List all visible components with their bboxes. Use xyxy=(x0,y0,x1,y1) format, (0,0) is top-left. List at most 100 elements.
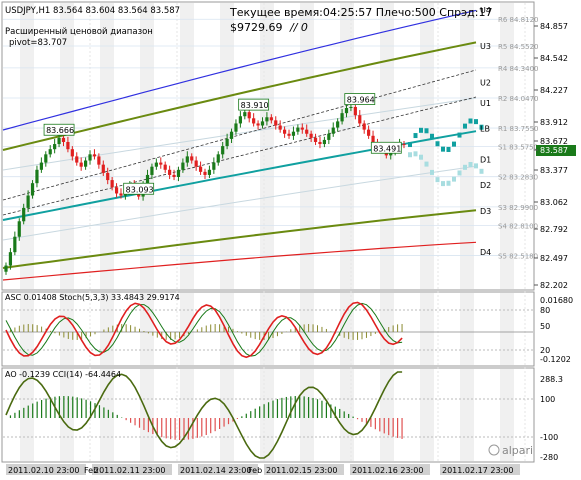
session-band xyxy=(100,369,114,461)
price-annotations: 83.666 83.093 83.910 83.964 83.491 xyxy=(43,93,402,195)
time-label-bg xyxy=(92,464,172,475)
price-annotation-box xyxy=(370,141,402,154)
time-tick-label: 2011.02.17 23:00 xyxy=(442,466,513,475)
svg-text:alpari: alpari xyxy=(502,444,533,457)
forecast-mark-upper xyxy=(441,146,445,152)
session-band xyxy=(420,369,434,461)
candle-body xyxy=(225,138,229,147)
forecast-mark-lower xyxy=(441,181,445,187)
level-price-label: S2 83.2830 xyxy=(498,174,538,182)
cci-ao-oscillator: 288.3 100 -100 -280 xyxy=(3,371,563,462)
session-band xyxy=(300,293,314,365)
session-band xyxy=(380,369,394,461)
level-tag-label: D4 xyxy=(480,248,491,257)
session-band xyxy=(420,293,434,365)
forecast-mark-upper xyxy=(435,141,440,147)
candle-body xyxy=(216,154,220,163)
candle-body xyxy=(269,117,273,121)
candle-body xyxy=(309,133,313,138)
session-band xyxy=(260,3,274,289)
osc2-label: AO -0.1239 CCI(14) -64.4464 xyxy=(5,370,121,379)
price-tick-label: 82.792 xyxy=(540,225,568,234)
time-label-bg xyxy=(440,464,520,475)
price-tick-label: 83.377 xyxy=(540,166,568,175)
session-band xyxy=(460,369,474,461)
candle-body xyxy=(229,131,234,139)
candle-body xyxy=(48,149,52,155)
osc1-label: ASC 0.01408 Stoch(5,3,3) 33.4843 29.9174 xyxy=(5,293,180,302)
forecast-mark-lower xyxy=(413,151,418,157)
symbol-line: USDJPY,H1 83.564 83.604 83.564 83.587 xyxy=(5,6,180,16)
price-tick-label: 83.672 xyxy=(540,137,568,146)
price-tick-label: 83.062 xyxy=(540,198,568,207)
price-tick-label: 84.542 xyxy=(540,54,568,63)
session-band xyxy=(140,293,154,365)
candle-body xyxy=(243,112,247,117)
candle-body xyxy=(154,162,158,167)
candle-body xyxy=(106,172,110,181)
price-tick-label: 84.857 xyxy=(540,22,568,31)
level-tag-label: U2 xyxy=(480,78,491,87)
session-band xyxy=(500,369,514,461)
candle-body xyxy=(265,117,269,122)
forecast-mark-lower xyxy=(452,176,456,182)
session-band xyxy=(220,293,234,365)
upper-trend-dashed xyxy=(2,69,477,201)
time-tick-label: 2011.02.16 23:00 xyxy=(352,466,423,475)
candle-body xyxy=(150,166,154,175)
time-tick-label: 2011.02.11 23:00 xyxy=(94,466,165,475)
stoch-main-line xyxy=(5,301,403,359)
forecast-mark-upper xyxy=(446,146,451,152)
candle-body xyxy=(22,207,26,222)
level-tag-label: U3 xyxy=(480,42,491,51)
session-band xyxy=(460,293,474,365)
time-tick-label: 2011.02.15 23:00 xyxy=(266,466,337,475)
session-band xyxy=(460,3,474,289)
forecast-mark-lower xyxy=(424,161,429,167)
candle-body xyxy=(84,160,88,167)
candle-body xyxy=(198,166,203,172)
candle-body xyxy=(349,106,353,109)
candle-body xyxy=(110,180,114,188)
forecast-mark-upper xyxy=(457,132,462,138)
forecast-mark-upper xyxy=(474,119,478,125)
candle-body xyxy=(278,125,282,130)
osc2-axis-label: 100 xyxy=(540,395,555,404)
candle-body xyxy=(322,139,326,145)
session-band xyxy=(340,3,354,289)
candle-body xyxy=(234,123,238,132)
level-price-label: R1 83.7550 xyxy=(498,125,539,133)
stoch-signal-line xyxy=(5,302,403,357)
candle-body xyxy=(367,129,371,136)
current-price-box xyxy=(536,145,576,156)
time-axis: 2011.02.10 23:00 2011.02.11 23:00 2011.02.… xyxy=(6,464,520,475)
candle-body xyxy=(145,174,150,186)
candle-body xyxy=(362,123,366,130)
candle-body xyxy=(207,169,212,175)
candle-body xyxy=(331,127,335,134)
time-label-bg xyxy=(6,464,86,475)
candle-body xyxy=(101,164,105,173)
candle-body xyxy=(340,113,344,122)
candle-body xyxy=(252,118,256,124)
session-band xyxy=(380,293,394,365)
candle-body xyxy=(344,108,349,114)
candle-body xyxy=(70,149,74,157)
candle-body xyxy=(389,152,393,156)
candle-body xyxy=(114,187,119,194)
forecast-mark-lower xyxy=(430,169,434,175)
session-band xyxy=(340,369,354,461)
candle-body xyxy=(318,141,322,145)
time-tick-label: 2011.02.14 23:00 xyxy=(180,466,251,475)
candle-body xyxy=(336,121,340,128)
candle-body xyxy=(44,154,48,163)
level-price-label: S3 82.9900 xyxy=(498,204,538,212)
candle-body xyxy=(88,154,92,161)
session-bands xyxy=(20,3,514,461)
forecast-mark-upper xyxy=(413,133,418,139)
forecast-mark-lower xyxy=(474,163,478,169)
session-band xyxy=(260,293,274,365)
candle-body xyxy=(313,137,318,142)
